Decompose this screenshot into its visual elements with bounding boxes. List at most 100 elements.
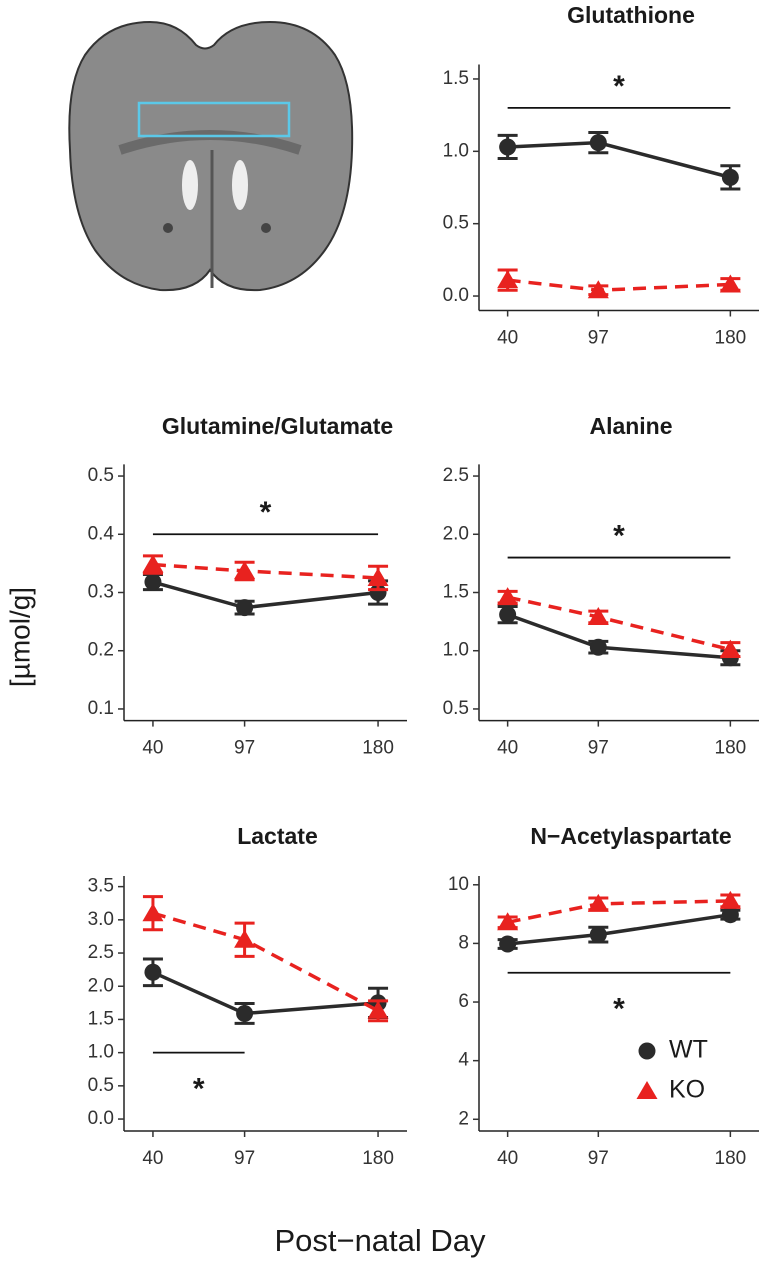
legend-symbol: [638, 1042, 656, 1060]
marker-circle: [144, 573, 162, 591]
x-tick-label: 180: [715, 1148, 747, 1169]
panel: N−Acetylaspartate 2 4 6 8 10 40 97 180 * WT KO: [448, 823, 759, 1169]
y-tick-label: 0.5: [443, 213, 469, 234]
x-tick-label: 40: [142, 738, 163, 759]
y-tick-label: 10: [448, 874, 469, 895]
y-tick-label: 0.5: [443, 698, 469, 719]
significance-label: *: [260, 496, 272, 529]
y-tick-label: 0.4: [88, 523, 115, 544]
y-tick-label: 2.5: [88, 942, 114, 963]
y-tick-label: 0.0: [88, 1108, 114, 1129]
series-line: [152, 970, 379, 1016]
x-tick-label: 97: [234, 738, 255, 759]
legend-symbol: [636, 1081, 658, 1099]
marker-triangle: [234, 929, 256, 948]
x-tick-label: 40: [497, 328, 518, 349]
brain-spot: [163, 223, 173, 233]
x-tick-label: 180: [362, 1148, 394, 1169]
marker-triangle: [142, 554, 164, 573]
series-line: [152, 562, 379, 580]
significance-label: *: [193, 1073, 205, 1106]
y-axis-label: [µmol/g]: [4, 587, 35, 687]
x-tick-label: 97: [588, 1148, 609, 1169]
marker-triangle: [142, 903, 164, 922]
legend-label: WT: [669, 1036, 708, 1064]
brain-spot: [261, 223, 271, 233]
panel-title: Glutamine/Glutamate: [162, 413, 393, 439]
panel: Alanine 0.5 1.0 1.5 2.0 2.5 40 97 180 *: [443, 413, 759, 759]
marker-triangle: [497, 270, 519, 289]
marker-triangle: [497, 912, 519, 931]
series-line: [152, 911, 379, 1013]
series-line: [507, 912, 731, 946]
marker-circle: [236, 599, 254, 617]
panel: Glutamine/Glutamate 0.1 0.2 0.3 0.4 0.5 40 97 18…: [88, 413, 407, 759]
marker-circle: [589, 638, 607, 656]
panel-title: Alanine: [589, 413, 672, 439]
x-tick-label: 40: [497, 1148, 518, 1169]
marker-circle: [721, 168, 739, 186]
y-tick-label: 1.0: [88, 1042, 114, 1063]
y-tick-label: 2.0: [443, 523, 469, 544]
marker-triangle: [587, 606, 609, 625]
marker-triangle: [497, 587, 519, 606]
significance-label: *: [613, 993, 625, 1026]
y-tick-label: 1.5: [443, 582, 469, 603]
y-tick-label: 8: [458, 932, 469, 953]
panel-title: N−Acetylaspartate: [530, 823, 731, 849]
y-tick-label: 3.5: [88, 876, 114, 897]
brain-image: [68, 20, 354, 292]
y-tick-label: 0.3: [88, 582, 114, 603]
y-tick-label: 0.2: [88, 640, 114, 661]
y-tick-label: 0.0: [443, 285, 469, 306]
series-line: [507, 278, 731, 292]
series-line: [507, 595, 731, 652]
y-tick-label: 1.5: [443, 68, 469, 89]
marker-triangle: [719, 639, 741, 658]
y-tick-label: 0.1: [88, 698, 114, 719]
y-tick-label: 2.5: [443, 465, 469, 486]
y-tick-label: 0.5: [88, 1075, 114, 1096]
marker-circle: [236, 1004, 254, 1022]
x-tick-label: 97: [588, 328, 609, 349]
y-tick-label: 0.5: [88, 465, 114, 486]
y-tick-label: 1.5: [88, 1008, 114, 1029]
marker-triangle: [587, 893, 609, 912]
y-tick-label: 2: [458, 1108, 469, 1129]
y-tick-label: 6: [458, 991, 469, 1012]
marker-triangle: [367, 567, 389, 586]
significance-label: *: [613, 519, 625, 552]
x-tick-label: 180: [715, 738, 747, 759]
series-line: [152, 580, 379, 610]
significance-label: *: [613, 70, 625, 103]
y-tick-label: 2.0: [88, 975, 114, 996]
y-tick-label: 3.0: [88, 909, 114, 930]
x-tick-label: 40: [497, 738, 518, 759]
panel: Lactate 0.0 0.5 1.0 1.5 2.0 2.5 3.0 3.5 40 97 180 *: [88, 823, 407, 1169]
marker-triangle: [719, 274, 741, 293]
legend-label: KO: [669, 1076, 705, 1104]
marker-circle: [721, 906, 739, 924]
panel-title: Lactate: [237, 823, 318, 849]
series-line: [507, 140, 731, 180]
marker-triangle: [719, 890, 741, 909]
marker-circle: [499, 606, 517, 624]
marker-triangle: [587, 280, 609, 299]
panel-title: Glutathione: [567, 2, 695, 28]
roi-box: [137, 101, 291, 138]
x-tick-label: 97: [588, 738, 609, 759]
x-axis-label: Post−natal Day: [274, 1223, 486, 1258]
panel: Glutathione 0.0 0.5 1.0 1.5 40 97 180 *: [443, 2, 759, 349]
x-tick-label: 180: [362, 738, 394, 759]
marker-triangle: [367, 1000, 389, 1019]
brain-ventricle: [182, 160, 198, 210]
marker-circle: [144, 963, 162, 981]
y-tick-label: 1.0: [443, 140, 469, 161]
x-tick-label: 40: [142, 1148, 163, 1169]
x-tick-label: 97: [234, 1148, 255, 1169]
y-tick-label: 4: [458, 1050, 469, 1071]
marker-circle: [499, 935, 517, 953]
y-tick-label: 1.0: [443, 640, 469, 661]
